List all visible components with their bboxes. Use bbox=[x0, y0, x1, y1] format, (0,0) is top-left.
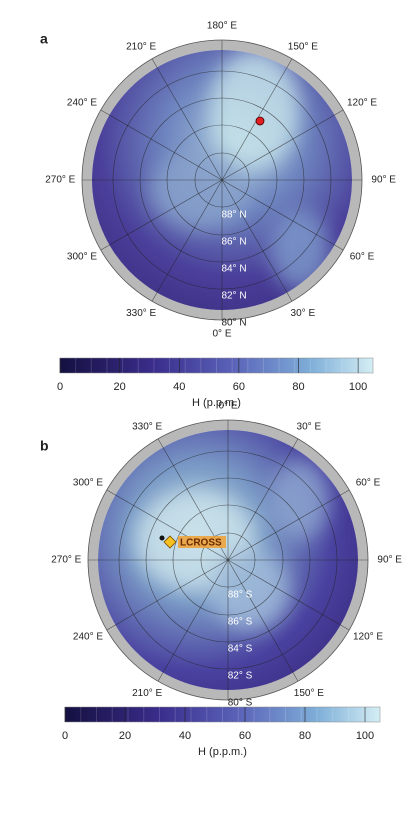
colorbar-tick-label: 100 bbox=[356, 730, 374, 742]
longitude-label: 0° E bbox=[218, 401, 237, 412]
longitude-label: 210° E bbox=[132, 688, 162, 699]
colorbar-label: H (p.p.m.) bbox=[198, 746, 247, 758]
longitude-label: 30° E bbox=[297, 421, 322, 432]
panel-label: b bbox=[40, 438, 49, 454]
latitude-label: 84° N bbox=[221, 264, 246, 275]
longitude-label: 180° E bbox=[207, 21, 237, 32]
latitude-label: 88° S bbox=[228, 590, 253, 601]
marker-label: LCROSS bbox=[180, 538, 222, 549]
colorbar-tick-label: 20 bbox=[113, 381, 125, 393]
longitude-label: 60° E bbox=[356, 478, 381, 489]
site-marker bbox=[256, 117, 264, 125]
longitude-label: 270° E bbox=[45, 175, 75, 186]
latitude-label: 88° N bbox=[221, 210, 246, 221]
longitude-label: 150° E bbox=[294, 688, 324, 699]
longitude-label: 330° E bbox=[126, 308, 156, 319]
longitude-label: 300° E bbox=[73, 478, 103, 489]
longitude-label: 240° E bbox=[67, 98, 97, 109]
latitude-label: 80° N bbox=[221, 318, 246, 329]
longitude-label: 120° E bbox=[353, 632, 383, 643]
colorbar-tick-label: 60 bbox=[233, 381, 245, 393]
colorbar-tick-label: 60 bbox=[239, 730, 251, 742]
colorbar-tick-label: 100 bbox=[349, 381, 367, 393]
panel-label: a bbox=[40, 31, 48, 47]
latitude-label: 82° N bbox=[221, 291, 246, 302]
colorbar-tick-label: 20 bbox=[119, 730, 131, 742]
longitude-label: 330° E bbox=[132, 421, 162, 432]
site-marker bbox=[160, 536, 165, 541]
longitude-label: 300° E bbox=[67, 252, 97, 263]
latitude-label: 86° S bbox=[228, 617, 253, 628]
colorbar-tick-label: 80 bbox=[299, 730, 311, 742]
longitude-label: 120° E bbox=[347, 98, 377, 109]
longitude-label: 90° E bbox=[377, 555, 402, 566]
map-panel: a 180° E 150° E 120° E 90° E 60° E 30° E 0° E 33… bbox=[40, 21, 396, 409]
colorbar-tick-label: 40 bbox=[179, 730, 191, 742]
colorbar-tick-label: 40 bbox=[173, 381, 185, 393]
latitude-label: 84° S bbox=[228, 644, 253, 655]
latitude-label: 86° N bbox=[221, 237, 246, 248]
longitude-label: 0° E bbox=[212, 329, 231, 340]
longitude-label: 210° E bbox=[126, 41, 156, 52]
longitude-label: 90° E bbox=[371, 175, 396, 186]
colorbar-tick-label: 0 bbox=[57, 381, 63, 393]
longitude-label: 60° E bbox=[350, 252, 375, 263]
longitude-label: 150° E bbox=[288, 41, 318, 52]
longitude-label: 240° E bbox=[73, 632, 103, 643]
latitude-label: 82° S bbox=[228, 671, 253, 682]
colorbar-tick-label: 80 bbox=[292, 381, 304, 393]
colorbar-tick-label: 0 bbox=[62, 730, 68, 742]
longitude-label: 270° E bbox=[51, 555, 81, 566]
panels: a 180° E 150° E 120° E 90° E 60° E 30° E 0° E 33… bbox=[40, 21, 402, 758]
figure: a 180° E 150° E 120° E 90° E 60° E 30° E 0° E 33… bbox=[0, 0, 405, 814]
longitude-label: 30° E bbox=[291, 308, 316, 319]
